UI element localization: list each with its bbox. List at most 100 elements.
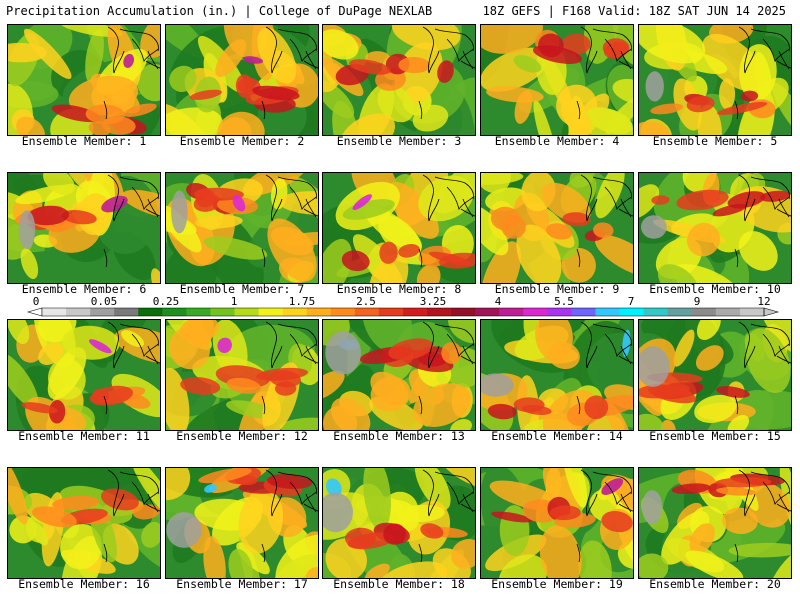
colorbar-swatch xyxy=(234,308,260,316)
precip-field xyxy=(166,320,318,430)
ensemble-member-map xyxy=(322,319,476,431)
colorbar-swatch xyxy=(451,308,476,316)
colorbar-swatch xyxy=(306,308,332,316)
precip-field xyxy=(323,25,475,135)
ensemble-member-map xyxy=(480,24,634,136)
ensemble-member-map xyxy=(638,467,792,579)
precip-field xyxy=(639,468,791,578)
precip-field xyxy=(166,468,318,578)
precip-field xyxy=(8,468,160,578)
ensemble-member-label: Ensemble Member: 16 xyxy=(18,577,150,591)
ensemble-member-map xyxy=(322,467,476,579)
colorbar-swatch xyxy=(691,308,717,316)
precip-field xyxy=(323,173,475,283)
header: Precipitation Accumulation (in.) | Colle… xyxy=(0,0,800,22)
ensemble-member-map xyxy=(638,172,792,284)
ensemble-member-label: Ensemble Member: 4 xyxy=(494,134,620,148)
colorbar-swatch xyxy=(330,308,356,316)
colorbar-tick: 12 xyxy=(757,295,771,308)
ensemble-member-label: Ensemble Member: 14 xyxy=(491,429,623,443)
precip-field xyxy=(481,25,633,135)
ensemble-member-label: Ensemble Member: 19 xyxy=(491,577,623,591)
precip-field xyxy=(166,25,318,135)
ensemble-member-map xyxy=(7,467,161,579)
precip-field xyxy=(8,25,160,135)
precip-field xyxy=(481,320,633,430)
ensemble-member-map xyxy=(322,172,476,284)
ensemble-member-label: Ensemble Member: 1 xyxy=(21,134,147,148)
ensemble-member-map xyxy=(480,319,634,431)
ensemble-member-map xyxy=(165,319,319,431)
ensemble-member-map xyxy=(322,24,476,136)
precip-field xyxy=(8,173,160,283)
colorbar-bar xyxy=(26,307,780,317)
colorbar-swatch xyxy=(643,308,669,316)
ensemble-member-label: Ensemble Member: 5 xyxy=(652,134,778,148)
colorbar-swatch xyxy=(427,308,452,316)
colorbar-swatch xyxy=(66,308,91,316)
ensemble-member-label: Ensemble Member: 10 xyxy=(649,282,781,296)
colorbar-swatch xyxy=(258,308,284,316)
colorbar-swatch xyxy=(378,308,404,316)
ensemble-member-map xyxy=(165,24,319,136)
ensemble-member-map xyxy=(480,172,634,284)
colorbar-tick: 3.25 xyxy=(419,295,447,308)
ensemble-member-map xyxy=(638,24,792,136)
colorbar-swatch xyxy=(475,308,500,316)
colorbar-swatch xyxy=(162,308,187,316)
colorbar-swatch xyxy=(114,308,139,316)
precip-field xyxy=(8,320,160,430)
colorbar-tick: 9 xyxy=(693,295,701,308)
ensemble-member-map xyxy=(165,467,319,579)
precip-field xyxy=(639,25,791,135)
ensemble-member-label: Ensemble Member: 20 xyxy=(649,577,781,591)
colorbar-tick-labels: 0 0.05 0.25 1 1.75 2.5 3.25 4 5.5 7 9 12 xyxy=(0,296,800,308)
colorbar-swatch xyxy=(403,308,428,316)
ensemble-member-label: Ensemble Member: 12 xyxy=(176,429,308,443)
colorbar-tick: 5.5 xyxy=(554,295,574,308)
ensemble-member-label: Ensemble Member: 2 xyxy=(179,134,305,148)
ensemble-member-label: Ensemble Member: 17 xyxy=(176,577,308,591)
colorbar-swatch xyxy=(186,308,211,316)
ensemble-member-map xyxy=(7,172,161,284)
colorbar-tick: 0 xyxy=(32,295,40,308)
colorbar-tick: 1 xyxy=(230,295,238,308)
ensemble-member-label: Ensemble Member: 7 xyxy=(179,282,305,296)
precip-field xyxy=(323,320,475,430)
ensemble-member-map xyxy=(480,467,634,579)
precip-field xyxy=(166,173,318,283)
ensemble-member-map xyxy=(7,24,161,136)
colorbar-swatch xyxy=(595,308,621,316)
colorbar-high-arrow xyxy=(763,307,780,317)
colorbar-swatch xyxy=(42,308,67,316)
colorbar-swatch xyxy=(90,308,115,316)
colorbar-swatch xyxy=(354,308,380,316)
ensemble-member-label: Ensemble Member: 8 xyxy=(336,282,462,296)
colorbar-tick: 0.05 xyxy=(90,295,118,308)
precip-field xyxy=(481,173,633,283)
colorbar-tick: 1.75 xyxy=(288,295,316,308)
run-valid-time: 18Z GEFS | F168 Valid: 18Z SAT JUN 14 20… xyxy=(482,4,786,18)
ensemble-member-label: Ensemble Member: 15 xyxy=(649,429,781,443)
colorbar-swatch xyxy=(571,308,597,316)
ensemble-member-label: Ensemble Member: 13 xyxy=(333,429,465,443)
ensemble-member-map xyxy=(638,319,792,431)
ensemble-member-label: Ensemble Member: 11 xyxy=(18,429,150,443)
colorbar-tick: 0.25 xyxy=(152,295,180,308)
colorbar-tick: 4 xyxy=(494,295,502,308)
colorbar-swatch xyxy=(499,308,524,316)
colorbar-swatch xyxy=(739,308,765,316)
precip-field xyxy=(639,320,791,430)
precip-field xyxy=(323,468,475,578)
colorbar-tick: 7 xyxy=(627,295,635,308)
ensemble-member-label: Ensemble Member: 6 xyxy=(21,282,147,296)
colorbar-swatch xyxy=(547,308,572,316)
colorbar-frame xyxy=(41,307,765,317)
colorbar-low-arrow xyxy=(26,307,43,317)
ensemble-member-label: Ensemble Member: 3 xyxy=(336,134,462,148)
ensemble-member-label: Ensemble Member: 18 xyxy=(333,577,465,591)
colorbar-swatch xyxy=(523,308,548,316)
colorbar-swatch xyxy=(619,308,645,316)
colorbar-tick: 2.5 xyxy=(356,295,376,308)
